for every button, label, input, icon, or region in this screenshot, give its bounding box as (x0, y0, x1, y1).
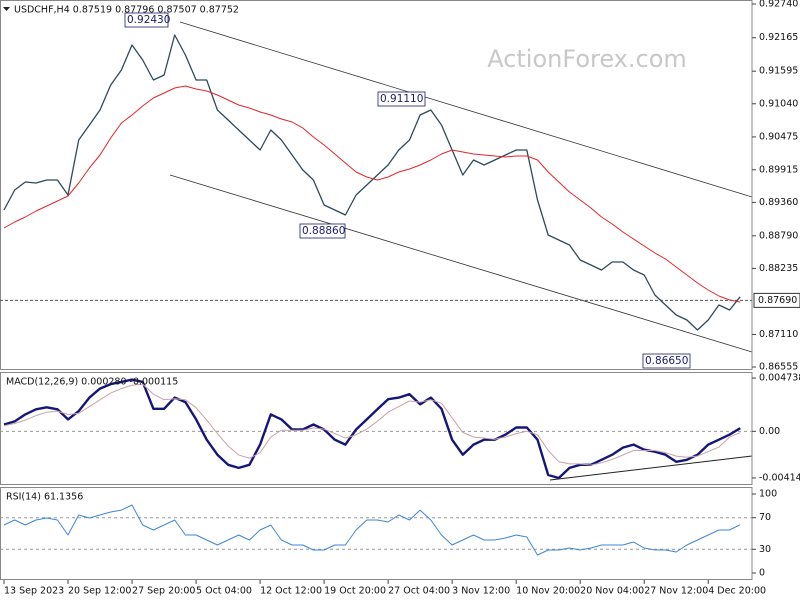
y-tick-label: 100 (759, 489, 777, 500)
panel-title: USDCHF,H4 0.87519 0.87796 0.87507 0.8775… (14, 5, 239, 16)
y-tick-label: 0.89915 (759, 164, 798, 175)
x-tick-label: 20 Nov 04:00 (580, 586, 644, 597)
lower-channel (169, 174, 753, 353)
y-tick-label: 0.88790 (759, 230, 798, 241)
panel-title: RSI(14) 61.1356 (6, 492, 83, 503)
y-tick-label: 0.00 (759, 426, 780, 437)
panel-frame (0, 372, 753, 485)
y-tick-label: 0 (759, 567, 765, 578)
x-tick-label: 27 Sep 20:00 (132, 586, 195, 597)
annotation-box (642, 353, 691, 369)
annotation-box (377, 91, 426, 107)
series-line (3, 504, 741, 556)
y-tick-label: 0.86555 (759, 362, 798, 373)
last-price-label: 0.87690 (758, 295, 797, 306)
y-tick-label: 0.89360 (759, 197, 798, 208)
y-tick-label: 70 (759, 512, 771, 523)
series-line (3, 85, 741, 303)
y-tick-label: 0.90475 (759, 131, 798, 142)
y-tick-label: 30 (759, 544, 771, 555)
series-line (3, 34, 741, 331)
y-tick-label: 0.88235 (759, 263, 798, 274)
annotation: 0.92430 (127, 14, 170, 26)
annotation: 0.91110 (380, 93, 423, 105)
y-tick-label: 0.91595 (759, 66, 798, 77)
annotation: 0.88860 (302, 225, 345, 237)
y-tick-label: 0.004738 (759, 373, 800, 384)
x-tick-label: 27 Oct 04:00 (388, 586, 450, 597)
annotation-box (299, 223, 346, 239)
x-tick-label: 19 Oct 20:00 (324, 586, 386, 597)
x-tick-label: 20 Sep 12:00 (68, 586, 131, 597)
x-tick-label: 10 Nov 20:00 (516, 586, 580, 597)
y-tick-label: 0.87110 (759, 329, 798, 340)
x-tick-label: 5 Oct 04:00 (196, 586, 252, 597)
series-line (3, 378, 741, 480)
last-price-box (753, 292, 800, 308)
x-tick-label: 3 Nov 12:00 (452, 586, 510, 597)
x-tick-label: 27 Nov 12:00 (644, 586, 708, 597)
y-tick-label: 0.91040 (759, 98, 798, 109)
annotation: 0.86650 (645, 355, 688, 367)
x-tick-label: 13 Sep 2023 (4, 586, 64, 597)
panel-frame (0, 487, 753, 580)
y-tick-label: 0.92740 (759, 0, 798, 9)
watermark: ActionForex.com (487, 45, 687, 73)
x-tick-label: 4 Dec 20:00 (708, 586, 766, 597)
y-tick-label: 0.92165 (759, 32, 798, 43)
panel-frame (0, 0, 753, 370)
annotation-box (124, 12, 169, 28)
series-line (3, 383, 741, 466)
macd-trendline (549, 455, 753, 481)
y-tick-label: -0.004144 (759, 472, 800, 483)
panel-title: MACD(12,26,9) 0.000280 -0.000115 (6, 377, 178, 388)
symbol-arrow (3, 7, 10, 11)
upper-channel (179, 21, 753, 198)
x-tick-label: 12 Oct 12:00 (260, 586, 322, 597)
